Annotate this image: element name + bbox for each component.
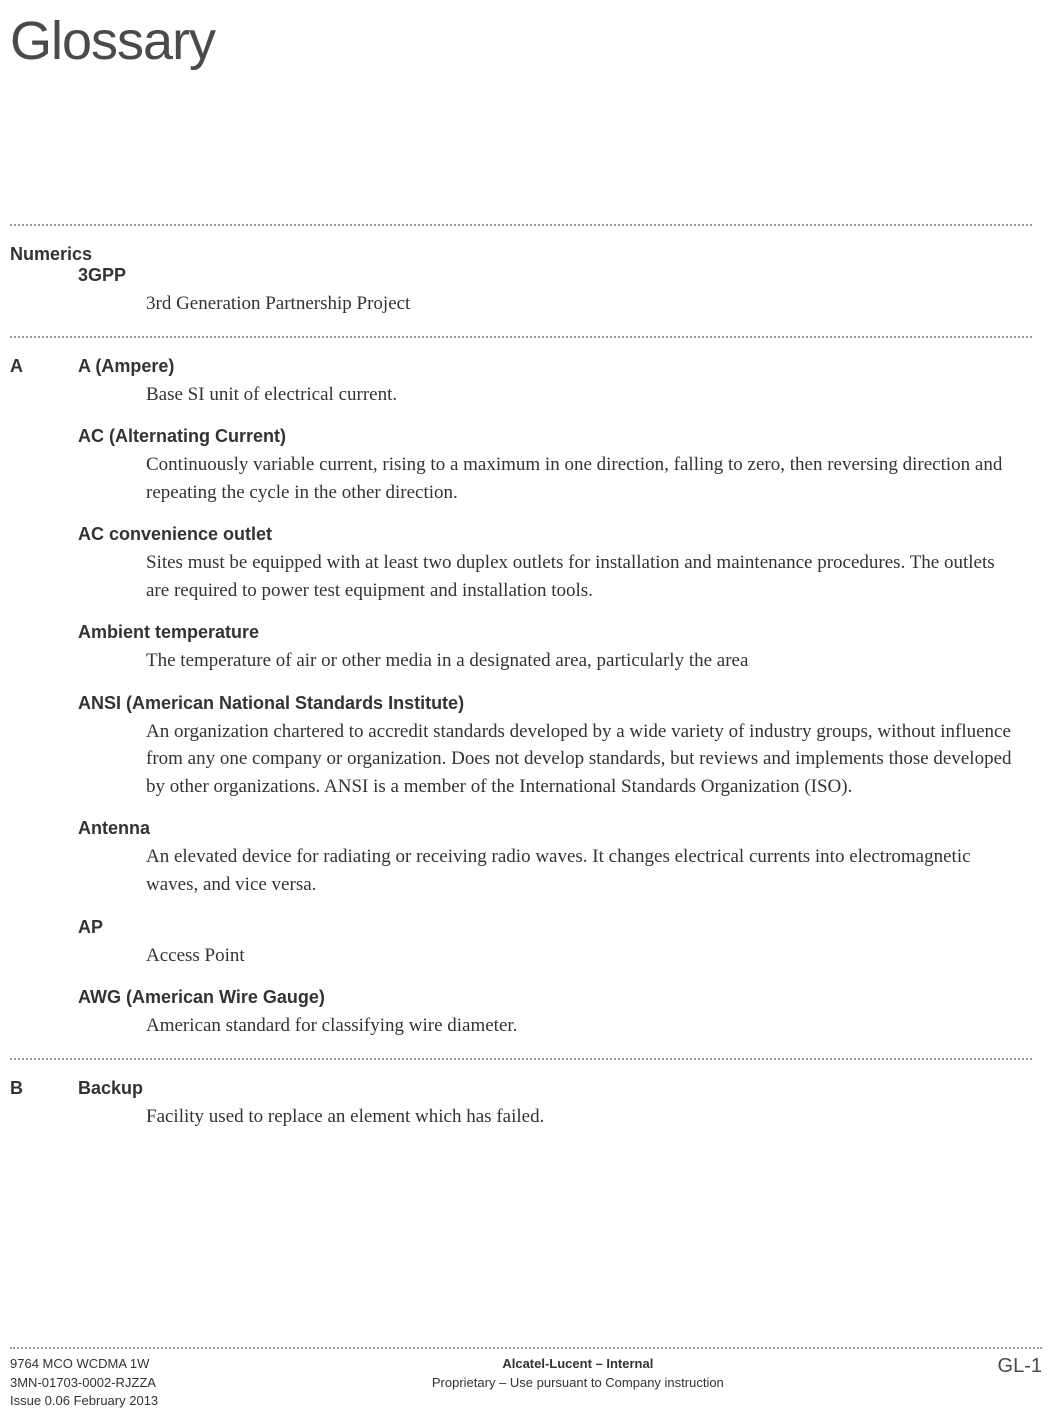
section-a: A A (Ampere) Base SI unit of electrical … <box>10 356 1032 1040</box>
entry-term: Ambient temperature <box>78 622 1032 643</box>
section-letter-numerics: Numerics <box>10 244 78 265</box>
entry-definition: American standard for classifying wire d… <box>146 1012 1032 1040</box>
glossary-entry: AC (Alternating Current) Continuously va… <box>10 426 1032 506</box>
entry-definition: An organization chartered to accredit st… <box>146 718 1032 801</box>
glossary-entry: Ambient temperature The temperature of a… <box>10 622 1032 675</box>
footer-doc-id: 9764 MCO WCDMA 1W <box>10 1355 158 1373</box>
entry-definition: Sites must be equipped with at least two… <box>146 549 1032 604</box>
entry-term: AC convenience outlet <box>78 524 1032 545</box>
glossary-entry: ANSI (American National Standards Instit… <box>10 693 1032 801</box>
footer-classification: Alcatel-Lucent – Internal <box>432 1355 724 1373</box>
footer-issue-date: Issue 0.06 February 2013 <box>10 1392 158 1410</box>
footer-left: 9764 MCO WCDMA 1W 3MN-01703-0002-RJZZA I… <box>10 1355 158 1410</box>
page-title: Glossary <box>0 0 1052 72</box>
glossary-entry: AP Access Point <box>10 917 1032 970</box>
glossary-entry: Antenna An elevated device for radiating… <box>10 818 1032 898</box>
glossary-content: Numerics 3GPP 3rd Generation Partnership… <box>0 72 1052 1130</box>
glossary-entry: 3GPP 3rd Generation Partnership Project <box>10 265 1032 318</box>
entry-definition: An elevated device for radiating or rece… <box>146 843 1032 898</box>
entry-term: AC (Alternating Current) <box>78 426 1032 447</box>
entry-term: Antenna <box>78 818 1032 839</box>
entry-definition: Access Point <box>146 942 1032 970</box>
footer-proprietary: Proprietary – Use pursuant to Company in… <box>432 1374 724 1392</box>
glossary-entry: A (Ampere) <box>78 356 1032 377</box>
entry-term: ANSI (American National Standards Instit… <box>78 693 1032 714</box>
footer-center: Alcatel-Lucent – Internal Proprietary – … <box>432 1355 724 1391</box>
footer-doc-code: 3MN-01703-0002-RJZZA <box>10 1374 158 1392</box>
section-divider <box>10 224 1032 226</box>
entry-definition: 3rd Generation Partnership Project <box>146 290 1032 318</box>
section-divider <box>10 1058 1032 1060</box>
page-footer: 9764 MCO WCDMA 1W 3MN-01703-0002-RJZZA I… <box>0 1347 1052 1418</box>
section-letter-a: A <box>10 356 78 377</box>
section-letter-b: B <box>10 1078 78 1099</box>
entry-term: A (Ampere) <box>78 356 1032 377</box>
footer-page-number: GL-1 <box>998 1355 1042 1378</box>
section-divider <box>10 336 1032 338</box>
glossary-entry: AC convenience outlet Sites must be equi… <box>10 524 1032 604</box>
section-b: B Backup Facility used to replace an ele… <box>10 1078 1032 1131</box>
entry-term: AP <box>78 917 1032 938</box>
entry-term: Backup <box>78 1078 1032 1099</box>
glossary-entry: Backup <box>78 1078 1032 1099</box>
glossary-entry: AWG (American Wire Gauge) American stand… <box>10 987 1032 1040</box>
footer-divider <box>10 1347 1042 1349</box>
section-numerics: Numerics 3GPP 3rd Generation Partnership… <box>10 244 1032 318</box>
entry-definition: Continuously variable current, rising to… <box>146 451 1032 506</box>
entry-term: 3GPP <box>78 265 1032 286</box>
entry-term: AWG (American Wire Gauge) <box>78 987 1032 1008</box>
entry-definition: The temperature of air or other media in… <box>146 647 1032 675</box>
